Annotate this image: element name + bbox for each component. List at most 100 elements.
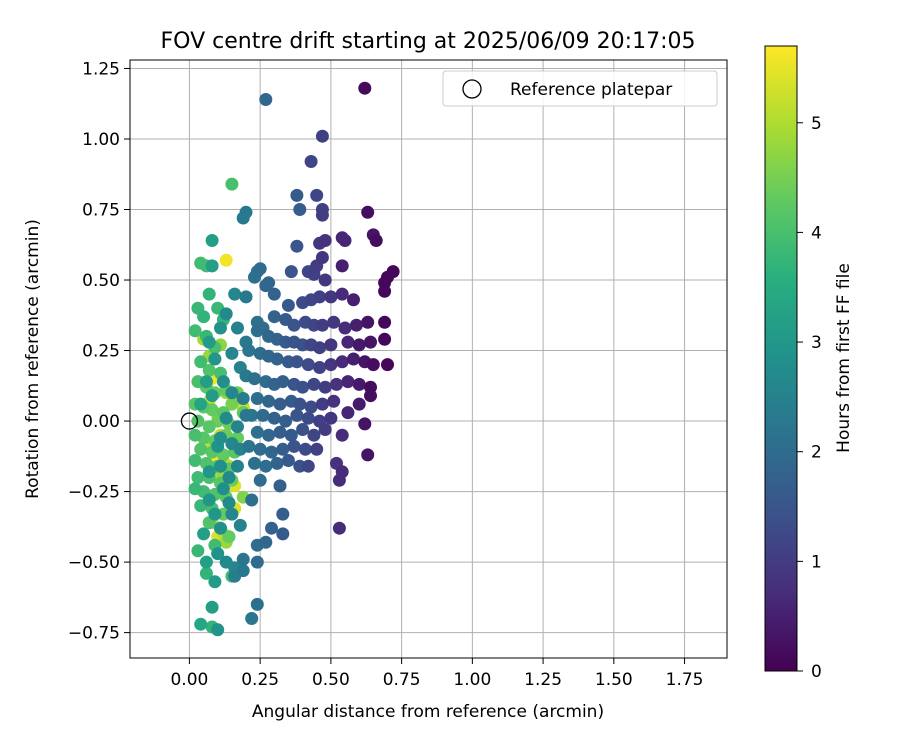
scatter-point [245, 408, 259, 422]
x-axis-ticks: 0.00 0.25 0.50 0.75 1.00 1.25 1.50 1.75 [170, 658, 703, 690]
x-axis-label: Angular distance from reference (arcmin) [252, 702, 604, 722]
y-tick-label: −0.25 [68, 483, 120, 503]
scatter-point [273, 479, 287, 493]
scatter-point [248, 372, 261, 386]
scatter-point [315, 251, 329, 264]
scatter-point [313, 341, 327, 355]
scatter-point [347, 293, 360, 307]
scatter-point [327, 394, 341, 408]
scatter-point [236, 392, 250, 405]
scatter-point [307, 428, 321, 442]
scatter-point [250, 425, 264, 439]
scatter-point [341, 335, 355, 349]
scatter-point [242, 344, 256, 357]
scatter-point [378, 284, 392, 298]
x-tick-label: 0.75 [383, 670, 421, 690]
colorbar-tick-label: 5 [811, 114, 822, 134]
scatter-point [276, 442, 290, 456]
colorbar [764, 45, 798, 672]
scatter-point [199, 566, 213, 580]
x-tick-label: 1.00 [453, 670, 491, 690]
y-tick-label: 0.25 [82, 342, 120, 362]
scatter-point [267, 287, 281, 301]
scatter-point [290, 408, 304, 422]
scatter-point [284, 265, 298, 279]
scatter-point [222, 471, 236, 484]
scatter-point [276, 527, 290, 541]
scatter-point [205, 259, 219, 273]
scatter-point [262, 428, 276, 442]
scatter-point [364, 389, 377, 403]
scatter-point [324, 290, 338, 304]
scatter-point [205, 600, 219, 614]
x-tick-label: 1.50 [595, 670, 633, 690]
scatter-point [327, 315, 341, 329]
scatter-point [287, 439, 301, 453]
y-tick-label: 1.25 [82, 59, 120, 79]
scatter-point [188, 324, 202, 338]
scatter-point [290, 239, 304, 253]
scatter-point [276, 375, 290, 389]
scatter-point [361, 205, 375, 219]
scatter-point [318, 234, 332, 247]
colorbar-label: Hours from first FF file [834, 263, 854, 453]
x-tick-label: 0.50 [312, 670, 350, 690]
scatter-point [349, 318, 363, 332]
scatter-point [335, 287, 349, 301]
scatter-point [358, 81, 372, 95]
x-tick-label: 0.00 [170, 670, 208, 690]
y-axis-ticks: −0.75 −0.50 −0.25 0.00 0.25 0.50 0.75 1.00 1.25 [68, 59, 130, 644]
scatter-point [293, 397, 307, 411]
x-tick-label: 1.25 [524, 670, 562, 690]
scatter-point [358, 417, 372, 431]
scatter-point [335, 428, 349, 442]
scatter-point [332, 473, 346, 487]
scatter-point [253, 262, 267, 276]
scatter-point [202, 493, 216, 507]
scatter-point [318, 380, 332, 394]
scatter-point [259, 535, 273, 549]
scatter-point [222, 496, 236, 510]
scatter-point [290, 188, 304, 202]
scatter-point [225, 346, 239, 360]
scatter-point [284, 428, 298, 442]
scatter-point [231, 459, 244, 473]
scatter-point [281, 298, 295, 312]
scatter-point [202, 287, 216, 301]
scatter-point [236, 552, 250, 566]
scatter-point [211, 623, 225, 637]
scatter-point [318, 273, 332, 287]
scatter-point [366, 358, 380, 372]
colorbar-tick-label: 0 [811, 662, 822, 682]
scatter-point [301, 411, 315, 425]
scatter-point [298, 442, 312, 456]
scatter-point [273, 425, 287, 439]
scatter-point [352, 338, 366, 352]
scatter-point [205, 234, 219, 247]
scatter-point [211, 547, 225, 561]
scatter-point [208, 352, 222, 366]
scatter-point [233, 518, 247, 532]
scatter-point [324, 411, 338, 425]
scatter-point [378, 332, 392, 346]
scatter-point [250, 555, 264, 569]
colorbar-tick-label: 4 [811, 223, 822, 243]
scatter-point [352, 397, 366, 411]
scatter-point [225, 177, 239, 191]
scatter-point [262, 394, 276, 408]
scatter-point [219, 307, 233, 321]
scatter-point [253, 442, 267, 456]
scatter-point [381, 358, 394, 372]
scatter-point [191, 544, 205, 558]
scatter-point [341, 375, 355, 389]
scatter-points [188, 81, 400, 637]
scatter-point [202, 465, 216, 479]
scatter-point [301, 358, 315, 372]
scatter-point [253, 473, 267, 487]
scatter-point [208, 575, 222, 589]
scatter-point [304, 155, 318, 168]
legend-marker [462, 79, 482, 99]
scatter-point [216, 482, 230, 496]
scatter-point [273, 397, 287, 411]
scatter-point [214, 321, 227, 335]
